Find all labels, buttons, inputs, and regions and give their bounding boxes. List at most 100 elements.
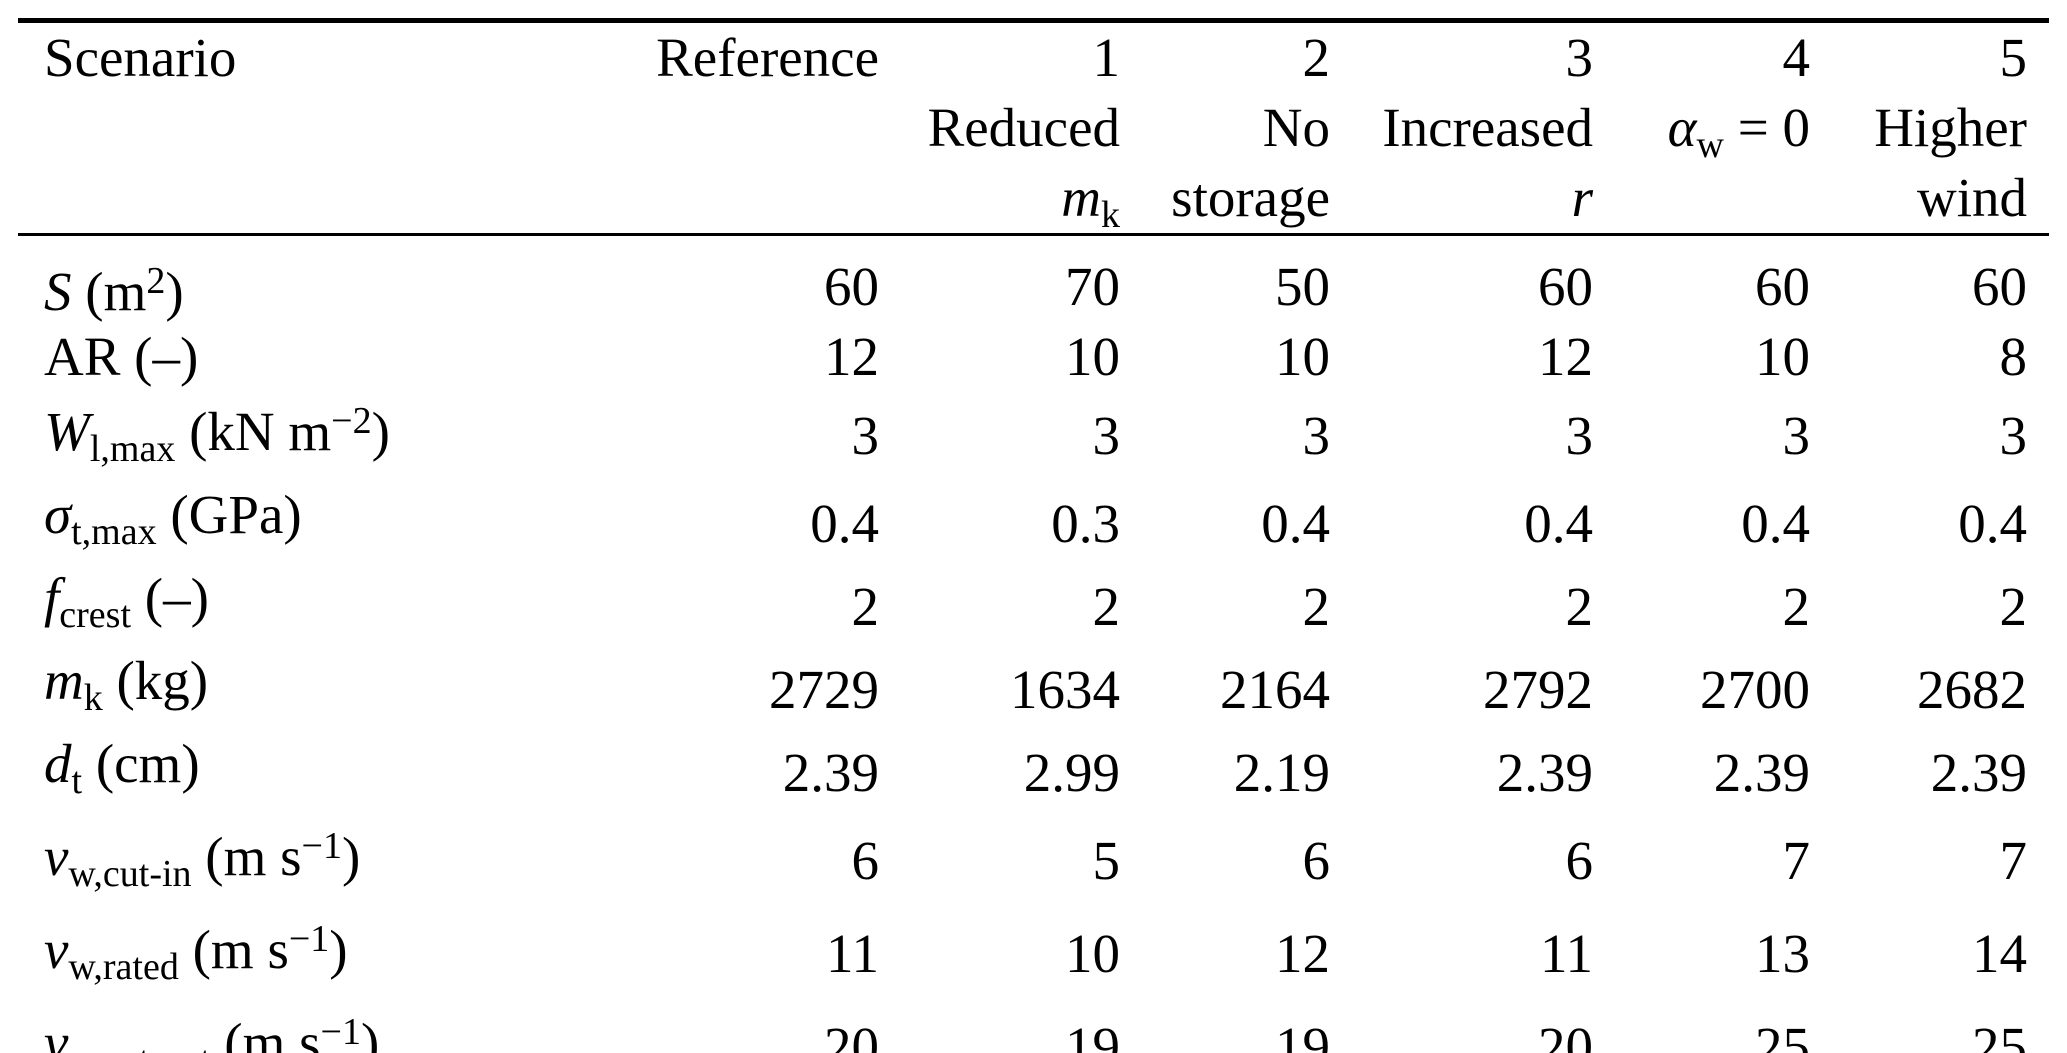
cell: 2.39: [1930, 742, 2027, 803]
text: wind: [1917, 167, 2027, 228]
column-header-line: r: [1353, 163, 1593, 233]
column-header-1: 1 Reduced mk: [901, 23, 1142, 236]
table-row: dt (cm) 2.39 2.99 2.19 2.39 2.39 2.39: [18, 731, 2049, 814]
column-header-line: 4: [1616, 23, 1811, 93]
text: (cm): [82, 733, 200, 794]
column-header-3: 3 Increased r: [1352, 23, 1615, 236]
cell: 7: [1782, 830, 1811, 891]
column-header-line: [1616, 163, 1810, 233]
scenario-table: Scenario Reference 1 Reduced mk 2 No storage 3 In…: [18, 18, 2049, 1053]
table-header: Scenario Reference 1 Reduced mk 2 No storage 3 In…: [18, 23, 2049, 236]
column-header-scenario: Scenario: [18, 23, 648, 236]
cell: 6: [1565, 830, 1594, 891]
cell: 2682: [1917, 659, 2027, 720]
cell: 2: [1999, 576, 2028, 637]
italic-symbol: W: [44, 401, 90, 462]
cell: 7: [1999, 830, 2028, 891]
row-label: S (m2): [18, 236, 648, 324]
text: ): [371, 401, 390, 462]
table-row: S (m2) 60 70 50 60 60 60: [18, 236, 2049, 324]
cell: 3: [1999, 405, 2028, 466]
cell: 2.39: [782, 742, 879, 803]
cell: 2729: [769, 659, 879, 720]
column-header-line: 1: [902, 23, 1121, 93]
column-header-line: Higher: [1833, 93, 2027, 163]
text: 3: [1565, 27, 1594, 88]
column-header-line: 3: [1353, 23, 1594, 93]
italic-symbol: d: [44, 733, 72, 794]
cell: 2: [1565, 576, 1594, 637]
cell: 0.3: [1051, 493, 1120, 554]
table-row: fcrest (–) 2 2 2 2 2 2: [18, 565, 2049, 648]
subscript-text: l,max: [89, 428, 176, 470]
cell: 11: [826, 923, 879, 984]
cell: 11: [1540, 923, 1593, 984]
cell: 2792: [1483, 659, 1593, 720]
row-label: vw,cut-out (m s−1): [18, 1000, 648, 1053]
text: 5: [1999, 27, 2028, 88]
subscript-text: w,cut-out: [68, 1039, 210, 1053]
column-header-4: 4 αw = 0: [1615, 23, 1832, 236]
text: (GPa): [156, 484, 302, 545]
subscript-text: w: [1696, 124, 1724, 166]
text: = 0: [1723, 97, 1810, 158]
text: AR (–): [44, 326, 199, 387]
subscript-text: t,max: [71, 511, 157, 553]
cell: 10: [1065, 326, 1120, 387]
text: ): [329, 919, 348, 980]
text: 2: [1302, 27, 1331, 88]
cell: 20: [824, 1016, 879, 1053]
column-header-line: Scenario: [44, 23, 647, 93]
cell: 2.39: [1496, 742, 1593, 803]
column-header-line: [649, 163, 879, 233]
text: Reduced: [927, 97, 1120, 158]
cell: 2.99: [1023, 742, 1120, 803]
cell: 10: [1275, 326, 1330, 387]
cell: 25: [1972, 1016, 2027, 1053]
superscript-text: −1: [320, 1011, 361, 1053]
cell: 60: [1972, 256, 2027, 317]
table-row: vw,cut-out (m s−1) 20 19 19 20 25 25: [18, 1000, 2049, 1053]
column-header-line: αw = 0: [1616, 93, 1810, 166]
cell: 2: [1782, 576, 1811, 637]
cell: 10: [1755, 326, 1810, 387]
table-row: mk (kg) 2729 1634 2164 2792 2700 2682: [18, 648, 2049, 731]
row-label: dt (cm): [18, 731, 648, 814]
subscript-text: k: [1101, 194, 1120, 236]
column-header-line: No: [1143, 93, 1330, 163]
table-row: AR (–) 12 10 10 12 10 8: [18, 324, 2049, 389]
cell: 25: [1755, 1016, 1810, 1053]
cell: 0.4: [1261, 493, 1330, 554]
table-row: vw,cut-in (m s−1) 6 5 6 6 7 7: [18, 814, 2049, 907]
cell: 2164: [1220, 659, 1330, 720]
text: (m s: [210, 1012, 321, 1053]
column-header-line: Reference: [649, 23, 879, 93]
cell: 2700: [1700, 659, 1810, 720]
superscript-text: 2: [146, 260, 166, 302]
text: (m s: [191, 826, 302, 887]
text: (–): [131, 567, 209, 628]
column-header-line: storage: [1143, 163, 1330, 233]
column-header-line: [649, 93, 879, 163]
text: (kg): [102, 650, 209, 711]
italic-symbol: σ: [44, 484, 72, 545]
italic-symbol: S: [44, 261, 72, 322]
text: ): [341, 826, 361, 887]
italic-symbol: m: [44, 650, 84, 711]
text: 1: [1092, 27, 1121, 88]
cell: 0.4: [1958, 493, 2027, 554]
superscript-text: −1: [301, 825, 342, 867]
cell: 3: [851, 405, 880, 466]
subscript-text: t: [71, 760, 83, 802]
text: Reference: [656, 27, 879, 88]
cell: 6: [1302, 830, 1331, 891]
text: Higher: [1874, 97, 2027, 158]
cell: 60: [1755, 256, 1810, 317]
cell: 12: [824, 326, 879, 387]
cell: 50: [1275, 256, 1330, 317]
text: (m s: [178, 919, 289, 980]
subscript-text: crest: [59, 594, 132, 636]
cell: 0.4: [1741, 493, 1810, 554]
text: Increased: [1382, 97, 1593, 158]
